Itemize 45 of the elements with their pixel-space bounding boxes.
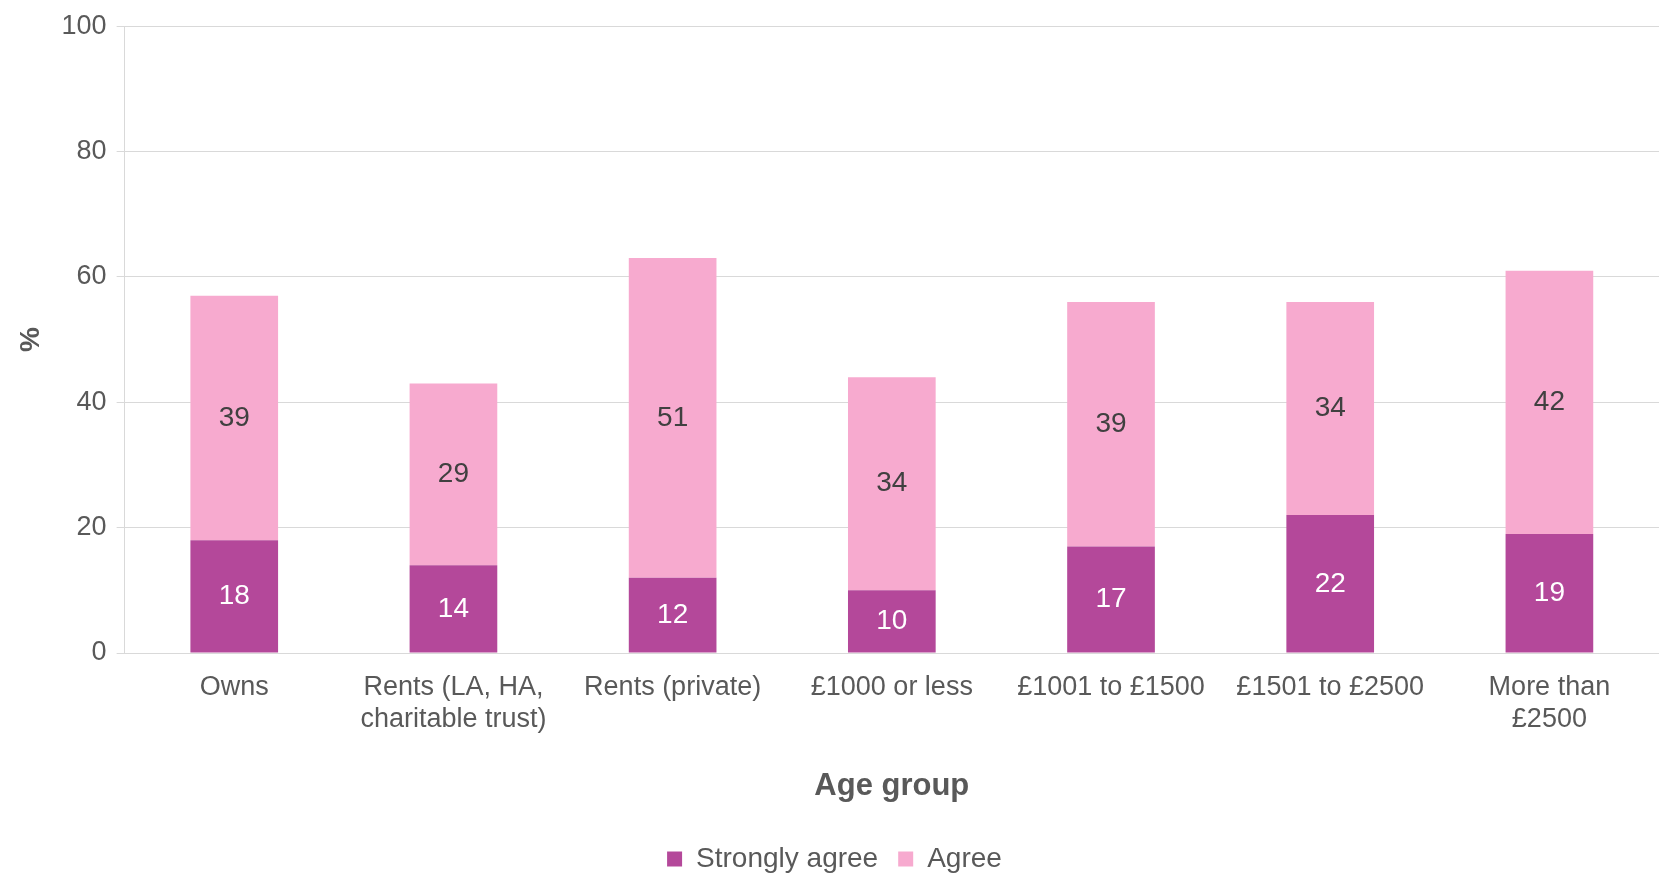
bar <box>628 258 717 578</box>
y-tick-label: 100 <box>61 9 107 40</box>
bar <box>1067 546 1155 653</box>
data-label: 14 <box>437 591 470 623</box>
bar <box>847 590 936 653</box>
bar <box>628 577 717 653</box>
bar <box>190 295 279 541</box>
bar <box>1505 533 1594 653</box>
bar <box>1286 515 1375 653</box>
x-axis-title: Age group <box>814 766 970 802</box>
data-label: 22 <box>1314 566 1346 598</box>
bar <box>409 383 498 566</box>
y-tick-label: 20 <box>76 511 107 542</box>
bar <box>847 377 936 591</box>
x-tick-label: £1501 to £2500 <box>1236 670 1425 701</box>
data-label: 42 <box>1533 385 1565 416</box>
x-tick-label: Rents (LA, HA, charitable trust) <box>360 670 547 734</box>
x-tick-label: £1001 to £1500 <box>1017 670 1205 701</box>
data-label: 39 <box>218 400 250 432</box>
y-tick-label: 80 <box>76 135 107 166</box>
y-tick-label: 60 <box>76 260 107 291</box>
y-tick-label: 0 <box>91 636 107 667</box>
bar <box>190 540 279 653</box>
bar <box>409 565 498 653</box>
data-label: 34 <box>1314 391 1346 423</box>
y-axis-title: % <box>13 327 45 353</box>
x-tick-label: £1000 or less <box>810 670 973 701</box>
data-label: 34 <box>876 466 908 498</box>
x-tick-label: Rents (private) <box>584 670 762 701</box>
legend-label: Strongly agree <box>696 841 879 873</box>
x-tick-label: More than £2500 <box>1488 670 1611 734</box>
data-label: 12 <box>657 597 689 629</box>
data-label: 51 <box>657 400 689 432</box>
data-label: 39 <box>1095 406 1127 438</box>
data-label: 19 <box>1533 575 1565 607</box>
data-label: 10 <box>876 604 908 636</box>
data-label: 18 <box>218 579 250 611</box>
data-label: 29 <box>437 457 470 489</box>
x-tick-label: Owns <box>199 670 269 701</box>
legend-label: Agree <box>927 841 1002 873</box>
bar <box>1067 301 1155 547</box>
bar <box>1505 270 1594 534</box>
data-label: 17 <box>1095 582 1127 614</box>
bar <box>1286 301 1375 516</box>
y-tick-label: 40 <box>76 385 107 416</box>
